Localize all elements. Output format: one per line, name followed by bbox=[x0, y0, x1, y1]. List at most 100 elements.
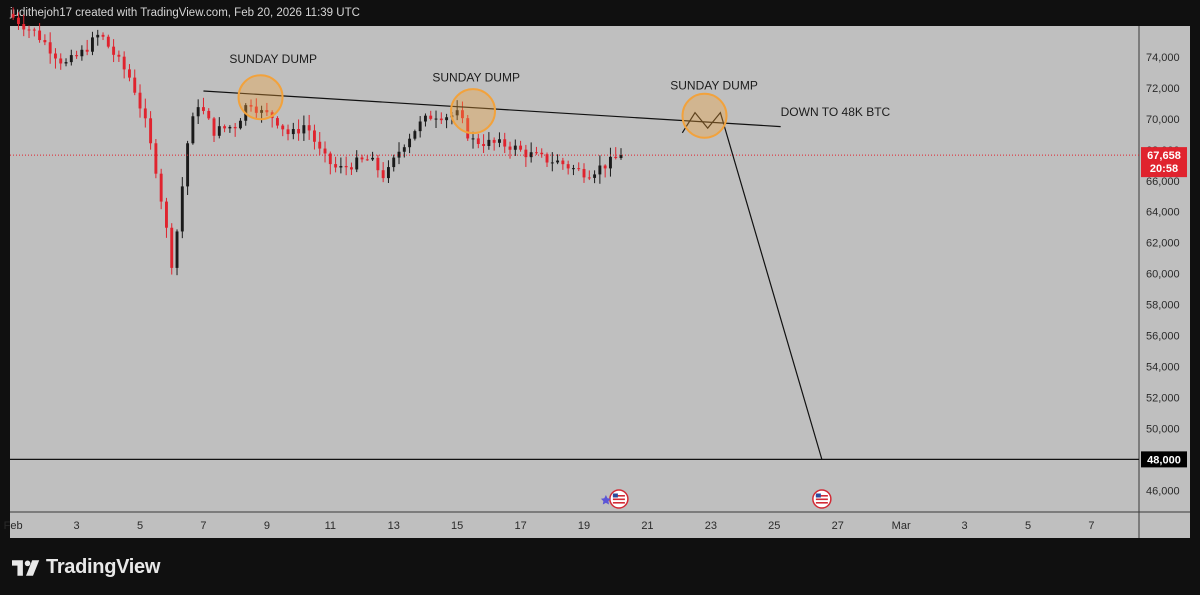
candle bbox=[170, 223, 174, 275]
candle bbox=[54, 48, 57, 69]
circle-dump-2[interactable] bbox=[450, 88, 497, 135]
flag-canton bbox=[815, 493, 821, 498]
candle-body bbox=[619, 155, 623, 159]
candle bbox=[503, 132, 507, 154]
candle bbox=[138, 84, 142, 118]
time-axis[interactable] bbox=[10, 512, 1190, 538]
candle-body bbox=[418, 121, 422, 132]
candle bbox=[117, 50, 121, 62]
candle bbox=[513, 139, 517, 156]
price-tick-label: 50,000 bbox=[1146, 423, 1180, 435]
candle bbox=[355, 150, 359, 173]
candle bbox=[223, 124, 227, 133]
candle-body bbox=[22, 23, 26, 30]
candle-body bbox=[614, 156, 618, 159]
candle-body bbox=[260, 110, 264, 113]
candle-body bbox=[112, 46, 116, 55]
candle bbox=[587, 170, 591, 181]
candle bbox=[106, 34, 110, 49]
candle-body bbox=[302, 125, 306, 134]
date-tick-label: 5 bbox=[1025, 520, 1031, 532]
candle bbox=[365, 155, 369, 161]
candle-body bbox=[80, 49, 84, 57]
candle bbox=[566, 160, 570, 175]
date-tick-label: 25 bbox=[768, 520, 780, 532]
date-tick-label: 21 bbox=[641, 520, 653, 532]
candle-body bbox=[529, 152, 533, 158]
tradingview-logo-icon bbox=[12, 559, 40, 576]
us-flag-event-icon-2[interactable] bbox=[812, 489, 832, 509]
candle-body bbox=[38, 30, 42, 41]
target-level-value: 48,000 bbox=[1147, 454, 1181, 466]
candle bbox=[291, 122, 295, 140]
candle-body bbox=[54, 53, 57, 59]
candle-body bbox=[550, 162, 554, 164]
candle bbox=[11, 7, 15, 20]
candle-body bbox=[540, 152, 544, 155]
candle-body bbox=[408, 138, 412, 148]
candle-body bbox=[323, 148, 327, 154]
candle-body bbox=[249, 105, 253, 107]
candle-body bbox=[170, 227, 174, 268]
candle bbox=[608, 147, 612, 177]
candle bbox=[217, 117, 221, 139]
candle bbox=[32, 27, 36, 37]
candle-body bbox=[482, 143, 486, 146]
candle-body bbox=[349, 167, 353, 170]
candle-body bbox=[75, 55, 79, 57]
flag-stripe bbox=[612, 502, 625, 504]
candle bbox=[386, 160, 390, 184]
candle bbox=[577, 162, 581, 172]
candle-body bbox=[566, 164, 570, 169]
circle-dump-1[interactable] bbox=[237, 74, 284, 121]
chart-plot-area[interactable] bbox=[10, 26, 1139, 512]
resistance-trendline[interactable] bbox=[203, 90, 781, 128]
candle bbox=[143, 98, 147, 128]
candle-body bbox=[534, 152, 538, 154]
candle-body bbox=[328, 153, 332, 165]
candle-body bbox=[154, 143, 158, 174]
candle-body bbox=[91, 37, 94, 52]
us-flag-event-icon-1[interactable] bbox=[600, 489, 629, 509]
price-tick-label: 46,000 bbox=[1146, 485, 1180, 497]
candle-body bbox=[201, 107, 205, 111]
candle-body bbox=[334, 164, 338, 168]
tradingview-brand-name: TradingView bbox=[46, 556, 161, 578]
candle-body bbox=[545, 154, 549, 163]
candle-body bbox=[138, 92, 142, 109]
circle-dump-3[interactable] bbox=[681, 92, 728, 139]
price-axis[interactable] bbox=[1139, 26, 1190, 512]
candle bbox=[603, 164, 607, 178]
candle bbox=[434, 110, 438, 129]
candle bbox=[186, 140, 190, 196]
candle-body bbox=[291, 129, 295, 135]
candle bbox=[571, 164, 575, 176]
candle bbox=[371, 151, 375, 161]
candle bbox=[275, 116, 279, 129]
candle-body bbox=[286, 129, 290, 135]
candle bbox=[64, 58, 68, 67]
candle-body bbox=[445, 117, 449, 121]
candle bbox=[302, 115, 306, 141]
candle-body bbox=[365, 159, 369, 161]
candle bbox=[519, 140, 523, 152]
candle bbox=[466, 114, 470, 141]
date-tick-label: 5 bbox=[137, 520, 143, 532]
candle bbox=[334, 156, 338, 173]
candle-body bbox=[191, 116, 195, 144]
date-tick-label: 15 bbox=[451, 520, 463, 532]
price-tick-label: 66,000 bbox=[1146, 176, 1180, 188]
candle bbox=[376, 154, 380, 178]
date-tick-label: 3 bbox=[962, 520, 968, 532]
candle bbox=[550, 152, 554, 172]
candle-body bbox=[598, 165, 602, 175]
candle bbox=[180, 177, 184, 239]
candle bbox=[524, 144, 528, 167]
projection-path[interactable] bbox=[681, 111, 823, 460]
candle bbox=[556, 154, 560, 165]
candle bbox=[112, 39, 116, 63]
candle-body bbox=[64, 62, 68, 64]
candle bbox=[476, 133, 480, 149]
candle bbox=[460, 101, 464, 124]
